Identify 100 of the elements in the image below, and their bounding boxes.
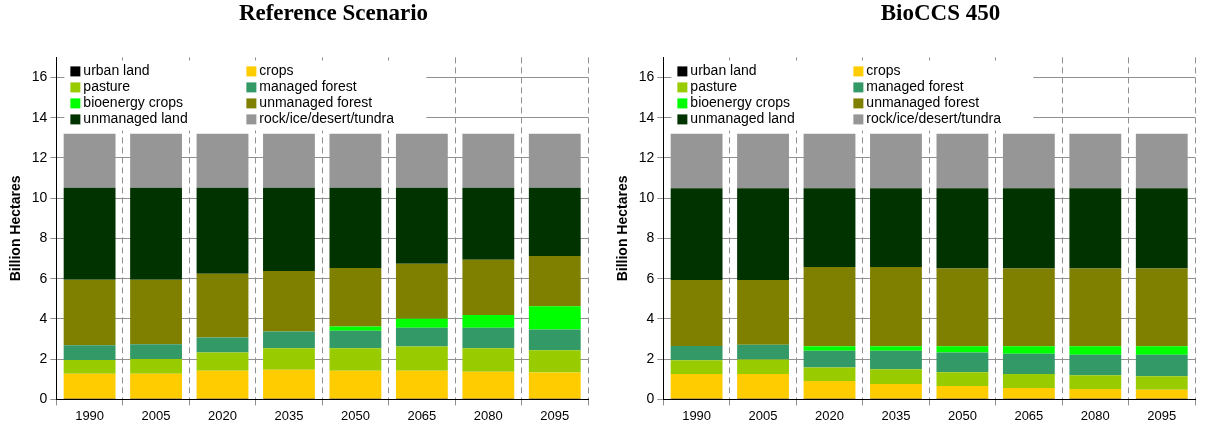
bar	[329, 187, 382, 269]
legend-label: urban land	[690, 62, 757, 79]
bar	[1135, 188, 1188, 269]
bar	[63, 279, 116, 346]
bar	[1135, 354, 1188, 377]
bar	[395, 346, 448, 371]
bar	[395, 370, 448, 399]
bar	[130, 187, 182, 280]
bar	[670, 374, 723, 399]
bar	[870, 350, 922, 370]
bar	[936, 352, 989, 373]
y-tick-label: 16	[638, 68, 655, 85]
bar	[1002, 387, 1055, 399]
bar	[1069, 375, 1122, 389]
bar	[329, 326, 382, 331]
x-tick-label: 2035	[274, 407, 304, 423]
bar	[1135, 389, 1188, 399]
bar	[196, 337, 249, 353]
bar	[130, 344, 182, 359]
x-tick-label: 2065	[1014, 407, 1044, 423]
bar	[196, 273, 249, 338]
bar	[395, 263, 448, 319]
bar	[1069, 388, 1122, 399]
bar	[936, 268, 989, 347]
legend-label: crops	[259, 62, 294, 79]
legend-label: managed forest	[866, 78, 964, 95]
x-tick-label: 2005	[141, 407, 171, 423]
x-tick-label: 2050	[947, 407, 977, 423]
bar	[1002, 374, 1055, 388]
y-axis-title: Billion Hectares	[614, 175, 631, 282]
bar	[1002, 188, 1055, 269]
bar	[870, 346, 922, 351]
bar	[196, 352, 249, 371]
y-tick-label: 2	[39, 350, 48, 367]
bar	[936, 385, 989, 399]
legend-label: rock/ice/desert/tundra	[259, 110, 395, 127]
y-tick-label: 0	[646, 390, 655, 407]
bar	[528, 329, 581, 351]
bar	[462, 327, 515, 349]
bar	[803, 381, 856, 399]
bar	[329, 268, 382, 327]
x-tick-label: 2035	[881, 407, 911, 423]
legend-label: rock/ice/desert/tundra	[866, 110, 1002, 127]
bar	[130, 279, 182, 345]
legend-label: unmanaged forest	[866, 94, 980, 111]
x-tick-label: 2080	[473, 407, 503, 423]
bar	[263, 271, 315, 332]
bar	[1002, 353, 1055, 375]
y-tick-label: 2	[646, 350, 655, 367]
bar	[263, 369, 315, 399]
bar	[870, 188, 922, 268]
bar	[528, 187, 581, 256]
bar	[1069, 346, 1122, 355]
x-tick-label: 2080	[1080, 407, 1110, 423]
bar	[528, 255, 581, 307]
bar	[737, 280, 789, 345]
bar	[263, 331, 315, 349]
bar	[263, 348, 315, 370]
bar	[870, 384, 922, 399]
y-tick-label: 14	[638, 108, 655, 125]
x-tick-label: 2095	[1147, 407, 1177, 423]
bar	[803, 367, 856, 382]
bar	[870, 369, 922, 385]
y-tick-label: 4	[646, 309, 655, 326]
bar	[395, 187, 448, 264]
bar	[936, 372, 989, 386]
legend-label: crops	[866, 62, 901, 79]
y-tick-label: 12	[638, 148, 655, 165]
bar	[803, 188, 856, 268]
y-tick-label: 4	[39, 309, 48, 326]
bar	[63, 359, 116, 374]
bar	[329, 330, 382, 349]
bar	[1135, 346, 1188, 355]
x-tick-label: 2020	[208, 407, 237, 423]
bar	[1069, 268, 1122, 347]
bar	[63, 187, 116, 280]
y-tick-label: 8	[646, 229, 655, 246]
y-tick-label: 14	[31, 108, 48, 125]
y-tick-label: 12	[31, 148, 48, 165]
bar	[737, 344, 789, 360]
bar	[737, 188, 789, 281]
y-axis-title: Billion Hectares	[7, 175, 24, 282]
bar	[936, 188, 989, 269]
legend-label: managed forest	[259, 78, 357, 95]
legend-label: pasture	[83, 78, 131, 95]
bar	[670, 360, 723, 375]
bar	[395, 318, 448, 328]
bar	[462, 259, 515, 315]
x-tick-label: 1990	[682, 407, 712, 423]
legend-label: bioenergy crops	[690, 94, 790, 111]
bar	[1135, 376, 1188, 390]
bar	[196, 370, 249, 399]
bar	[130, 358, 182, 374]
bar	[462, 187, 515, 260]
chart-title: Reference Scenario	[237, 0, 430, 27]
bar	[528, 372, 581, 399]
bar	[803, 350, 856, 368]
y-tick-label: 10	[638, 189, 655, 206]
y-tick-label: 16	[31, 68, 48, 85]
legend-label: unmanaged land	[83, 110, 188, 127]
